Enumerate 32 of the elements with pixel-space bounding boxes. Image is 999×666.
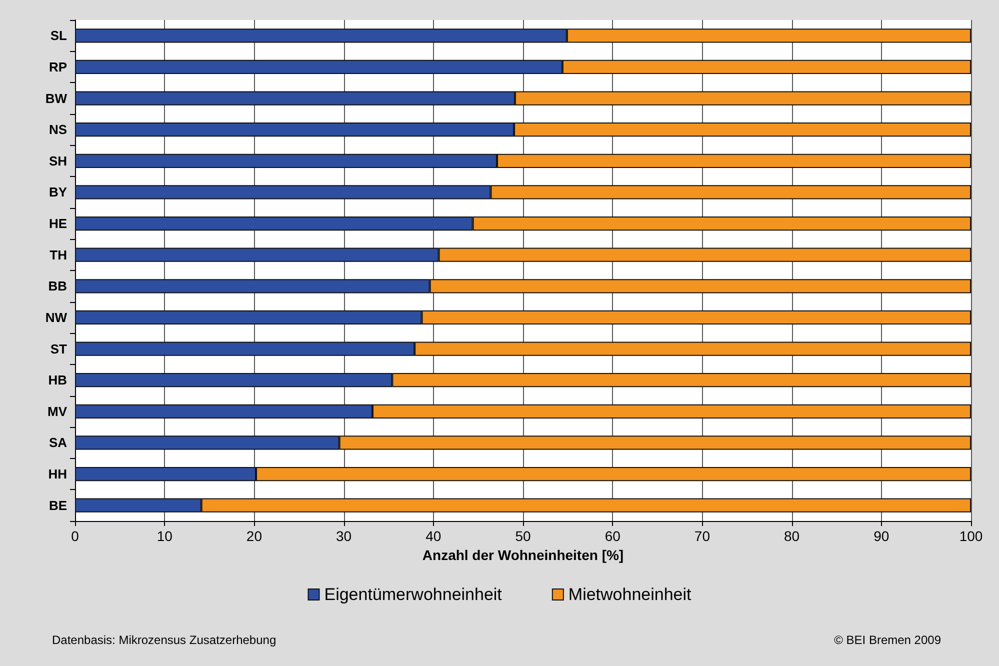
x-tick-label: 30 bbox=[336, 528, 352, 544]
y-tick-label: BY bbox=[48, 184, 68, 200]
x-tick-label: 80 bbox=[784, 528, 800, 544]
x-tick-label: 50 bbox=[515, 528, 531, 544]
x-tick-label: 70 bbox=[694, 528, 710, 544]
y-tick-label: MV bbox=[48, 404, 68, 419]
y-tick-label: HB bbox=[48, 372, 67, 388]
y-tick-label: TH bbox=[50, 247, 67, 262]
y-tick-label: BB bbox=[48, 278, 67, 294]
y-tick-label: SA bbox=[48, 435, 68, 450]
y-tick-label: SH bbox=[48, 153, 67, 168]
y-tick-label: SL bbox=[50, 28, 68, 44]
x-tick-label: 60 bbox=[604, 528, 621, 544]
y-tick-label: NS bbox=[48, 122, 68, 138]
x-tick-label: 90 bbox=[874, 528, 890, 544]
y-tick-label: BE bbox=[48, 498, 68, 513]
y-tick-label: NW bbox=[45, 310, 68, 325]
x-tick-label: 20 bbox=[246, 528, 262, 544]
x-tick-label: 100 bbox=[959, 528, 983, 544]
y-tick-label: HE bbox=[48, 216, 68, 232]
text: Datenbasis: Mikrozensus Zusatzerhebung bbox=[52, 633, 276, 647]
text: © BEI Bremen 2009 bbox=[834, 633, 942, 647]
y-tick-label: RP bbox=[48, 59, 68, 74]
legend-label: Eigentümerwohneinheit bbox=[324, 585, 502, 604]
x-tick-label: 10 bbox=[156, 528, 173, 544]
x-tick-label: 40 bbox=[426, 528, 442, 544]
y-tick-label: HH bbox=[48, 466, 67, 482]
y-tick-label: ST bbox=[50, 341, 68, 356]
x-tick-label: 0 bbox=[71, 528, 80, 544]
legend-label: Mietwohneinheit bbox=[568, 585, 692, 604]
x-axis-title: Anzahl der Wohneinheiten [%] bbox=[422, 546, 624, 563]
y-tick-label: BW bbox=[45, 90, 68, 106]
